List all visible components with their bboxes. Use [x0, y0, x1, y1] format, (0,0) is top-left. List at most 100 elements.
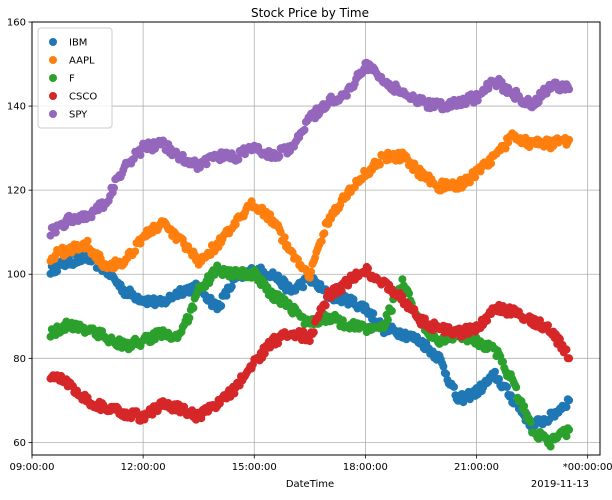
data-point — [565, 354, 574, 363]
chart-title: Stock Price by Time — [251, 6, 369, 20]
data-point — [364, 264, 372, 273]
data-point — [275, 152, 284, 161]
data-point — [305, 337, 314, 346]
data-point — [387, 306, 396, 315]
legend-marker — [49, 38, 57, 46]
x-tick-label: 15:00:00 — [232, 462, 277, 473]
data-point — [375, 160, 384, 169]
data-point — [189, 304, 198, 312]
data-point — [565, 135, 574, 144]
x-axis-label: DateTime — [286, 479, 334, 490]
legend-label: IBM — [69, 38, 87, 49]
x-tick-label: 12:00:00 — [121, 462, 166, 473]
legend-marker — [49, 74, 57, 82]
data-point — [185, 313, 194, 322]
y-tick-label: 140 — [7, 102, 26, 113]
y-tick-label: 160 — [7, 18, 26, 29]
data-point — [369, 309, 378, 318]
data-point — [565, 425, 574, 434]
data-point — [222, 291, 231, 300]
data-point — [299, 283, 308, 292]
data-point — [526, 418, 535, 427]
data-point — [501, 144, 510, 153]
data-point — [231, 220, 240, 229]
data-point — [487, 159, 496, 168]
legend: IBM AAPL F CSCO SPY — [37, 27, 113, 129]
data-point — [383, 316, 392, 324]
data-point — [544, 321, 552, 330]
series-spy — [46, 58, 574, 240]
x-tick-label: 18:00:00 — [343, 462, 388, 473]
data-point — [483, 316, 492, 325]
data-point — [110, 183, 118, 192]
data-point — [398, 275, 407, 284]
data-point — [300, 125, 309, 134]
data-point — [562, 432, 571, 441]
data-point — [562, 403, 571, 411]
data-point — [305, 273, 314, 282]
data-point — [227, 282, 236, 291]
x-tick-label: *00:00:00 — [563, 462, 612, 473]
y-tick-label: 80 — [13, 354, 26, 365]
data-point — [337, 286, 346, 295]
data-point — [562, 345, 571, 354]
data-point — [53, 267, 62, 276]
data-point — [439, 362, 448, 371]
data-point — [512, 383, 521, 392]
data-point — [471, 173, 480, 182]
data-point — [442, 369, 451, 378]
legend-marker — [49, 110, 57, 118]
data-point — [338, 316, 347, 325]
legend-label: AAPL — [69, 56, 95, 67]
legend-label: CSCO — [69, 92, 97, 103]
data-point — [321, 301, 330, 310]
data-point — [520, 402, 529, 411]
legend-label: F — [69, 74, 75, 85]
data-point — [546, 442, 555, 451]
data-point — [51, 228, 60, 237]
data-point — [131, 247, 140, 256]
data-point — [491, 367, 499, 376]
x-tick-label: 21:00:00 — [454, 462, 499, 473]
plot-frame — [31, 21, 601, 456]
data-point — [61, 222, 70, 231]
data-point — [280, 233, 289, 242]
data-point — [410, 305, 419, 314]
legend-marker — [49, 56, 57, 64]
data-point — [420, 314, 429, 323]
data-point — [499, 357, 507, 366]
data-point — [450, 382, 458, 391]
data-point — [495, 375, 503, 383]
series-csco — [46, 262, 574, 425]
data-point — [317, 237, 326, 246]
data-point — [234, 155, 243, 164]
data-point — [536, 316, 544, 325]
legend-marker — [49, 92, 57, 100]
data-point — [565, 85, 574, 94]
x-offset-label: 2019-11-13 — [531, 479, 589, 490]
data-point — [503, 383, 511, 391]
data-point — [83, 236, 92, 245]
data-point — [202, 160, 211, 169]
legend-label: SPY — [69, 110, 88, 121]
legend-box — [37, 27, 113, 129]
data-point — [565, 396, 574, 405]
data-point — [320, 229, 329, 238]
y-tick-label: 120 — [7, 186, 26, 197]
data-point — [274, 339, 283, 348]
data-point — [506, 391, 515, 400]
data-point — [178, 150, 187, 159]
data-point — [136, 151, 145, 159]
series-aapl — [46, 129, 574, 282]
data-point — [398, 292, 407, 301]
data-point — [405, 289, 413, 298]
data-point — [342, 91, 351, 100]
y-tick-label: 60 — [13, 438, 26, 449]
data-point — [309, 328, 318, 337]
y-tick-label: 100 — [7, 270, 26, 281]
data-point — [217, 301, 226, 310]
series-layer — [46, 58, 574, 451]
x-tick-label: 09:00:00 — [10, 462, 55, 473]
